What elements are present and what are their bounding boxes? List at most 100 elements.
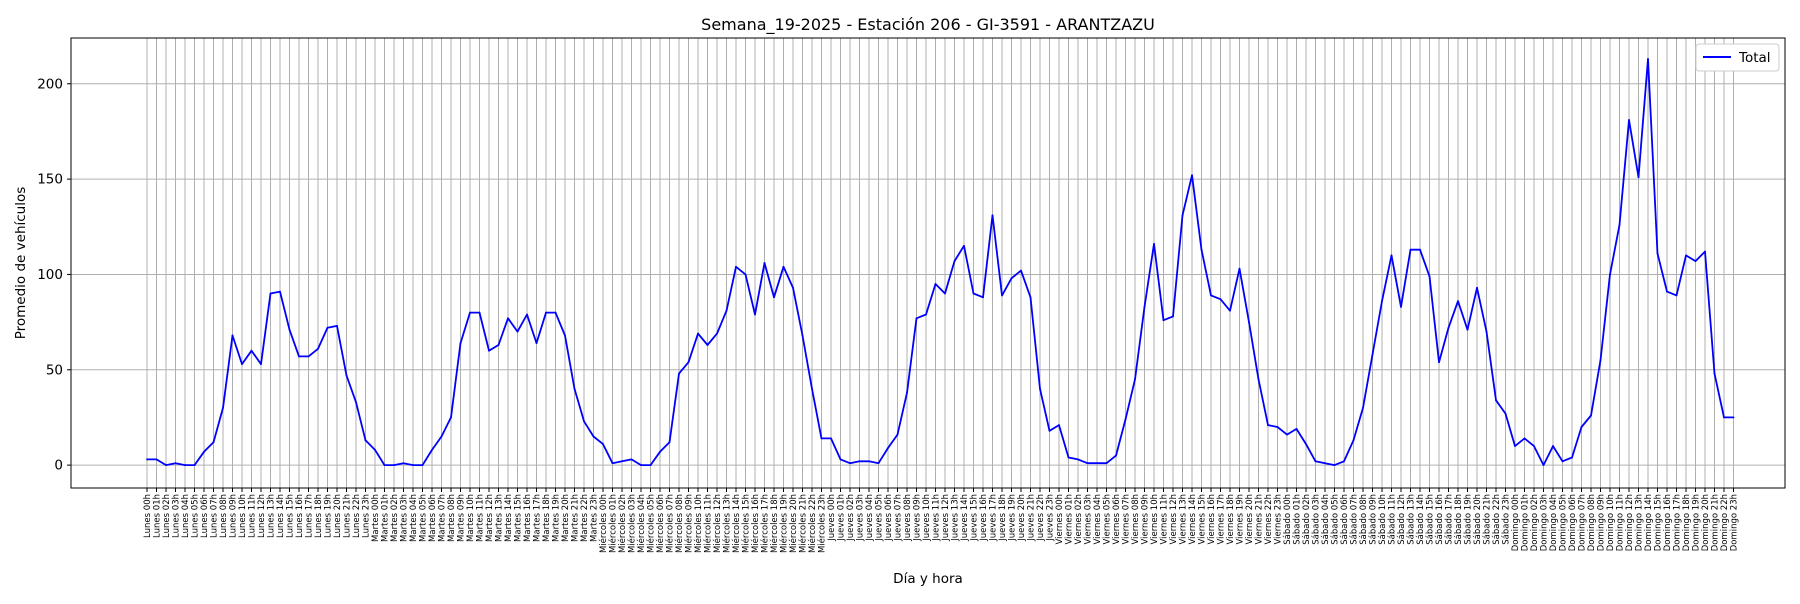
x-tick-label: Sábado 01h [1293, 494, 1303, 545]
data-point [1542, 464, 1545, 467]
x-tick-label: Jueves 15h [970, 494, 980, 542]
data-point [1295, 427, 1298, 430]
data-point [1466, 328, 1469, 331]
x-tick-label: Martes 03h [400, 494, 410, 542]
data-point [459, 342, 462, 344]
x-tick-label: Sábado 02h [1302, 494, 1312, 545]
x-tick-label: Jueves 19h [1008, 494, 1018, 542]
x-tick-label: Jueves 00h [827, 494, 837, 542]
x-tick-label: Sábado 18h [1454, 494, 1464, 545]
data-point [915, 317, 918, 320]
data-point [326, 326, 329, 329]
data-point [317, 347, 319, 350]
x-tick-label: Domingo 04h [1549, 494, 1559, 551]
x-tick-label: Domingo 09h [1597, 494, 1607, 551]
x-tick-label: Jueves 18h [998, 494, 1008, 542]
x-tick-label: Miércoles 20h [788, 494, 799, 553]
data-point [1333, 464, 1336, 467]
data-point [830, 437, 832, 440]
x-tick-label: Lunes 06h [200, 494, 210, 538]
data-point [887, 447, 889, 449]
x-tick-label: Miércoles 09h [684, 494, 695, 553]
data-point [583, 420, 585, 423]
x-tick-label: Domingo 23h [1730, 494, 1740, 551]
x-tick-label: Martes 20h [561, 494, 571, 542]
x-tick-label: Domingo 08h [1587, 494, 1597, 551]
data-point [1609, 273, 1611, 276]
x-tick-label: Martes 01h [381, 494, 391, 542]
data-point [592, 435, 595, 438]
data-point [792, 286, 794, 289]
x-tick-label: Jueves 08h [903, 494, 913, 542]
data-point [1115, 454, 1117, 457]
y-axis: 0 50 100 150 200 [37, 76, 71, 474]
x-tick-label: Miércoles 22h [807, 494, 818, 553]
x-tick-label: Viernes 09h [1141, 494, 1151, 545]
x-tick-label: Domingo 03h [1540, 494, 1550, 551]
x-tick-label: Martes 14h [504, 494, 514, 542]
data-point [782, 265, 785, 268]
x-tick-label: Sábado 00h [1283, 494, 1293, 545]
x-tick-label: Martes 05h [419, 494, 429, 542]
x-tick-label: Lunes 17h [305, 494, 315, 538]
data-point [678, 372, 680, 375]
x-tick-label: Domingo 16h [1663, 494, 1673, 551]
x-tick-label: Domingo 06h [1568, 494, 1578, 551]
data-point [1039, 387, 1041, 390]
x-tick-label: Sábado 16h [1435, 494, 1445, 545]
x-tick-label: Martes 12h [485, 494, 495, 542]
y-tick-label: 150 [37, 172, 63, 188]
data-point [801, 334, 804, 337]
data-point [1599, 359, 1602, 362]
data-point [1476, 286, 1478, 289]
data-point [1381, 300, 1383, 303]
x-tick-label: Miércoles 14h [731, 494, 742, 553]
legend-label: Total [1738, 50, 1771, 66]
data-point [1314, 460, 1317, 463]
data-point [1324, 462, 1326, 465]
data-point [706, 344, 709, 346]
data-point [1390, 254, 1393, 257]
x-tick-label: Sábado 22h [1492, 494, 1502, 545]
data-point [1675, 294, 1678, 297]
data-point [1257, 378, 1260, 381]
data-point [526, 313, 528, 316]
data-point [1371, 353, 1374, 356]
x-tick-label: Sábado 14h [1416, 494, 1426, 545]
x-tick-label: Jueves 14h [960, 494, 970, 542]
grid [71, 38, 1785, 488]
data-point [1352, 439, 1355, 442]
data-point [725, 309, 728, 312]
data-point [1732, 416, 1735, 419]
data-point [1153, 243, 1155, 245]
data-point [269, 292, 272, 295]
data-point [1143, 305, 1146, 308]
data-point [744, 273, 747, 276]
x-tick-label: Sábado 10h [1378, 494, 1388, 545]
data-point [1561, 460, 1564, 463]
x-tick-label: Martes 15h [514, 494, 524, 542]
data-point [1229, 309, 1231, 312]
x-tick-label: Miércoles 12h [712, 494, 723, 553]
data-point [1191, 174, 1193, 177]
x-tick-label: Domingo 15h [1654, 494, 1664, 551]
x-tick-label: Lunes 13h [267, 494, 277, 538]
x-tick-label: Jueves 10h [922, 494, 932, 542]
data-point [364, 439, 367, 442]
x-tick-label: Jueves 09h [913, 494, 923, 542]
x-tick-label: Miércoles 06h [655, 494, 666, 553]
x-tick-label: Miércoles 13h [722, 494, 733, 553]
x-tick-label: Martes 18h [542, 494, 552, 542]
x-tick-label: Jueves 03h [856, 494, 866, 542]
x-tick-label: Lunes 04h [181, 494, 191, 538]
data-point [659, 450, 661, 453]
x-tick-label: Miércoles 03h [627, 494, 638, 553]
x-tick-label: Lunes 21h [343, 494, 353, 538]
x-tick-label: Viernes 01h [1065, 494, 1075, 545]
data-point [668, 441, 671, 444]
x-tick-label: Miércoles 02h [617, 494, 628, 553]
data-point [1362, 407, 1364, 409]
data-point [260, 363, 262, 365]
x-tick-label: Martes 22h [580, 494, 590, 542]
data-point [573, 387, 576, 390]
